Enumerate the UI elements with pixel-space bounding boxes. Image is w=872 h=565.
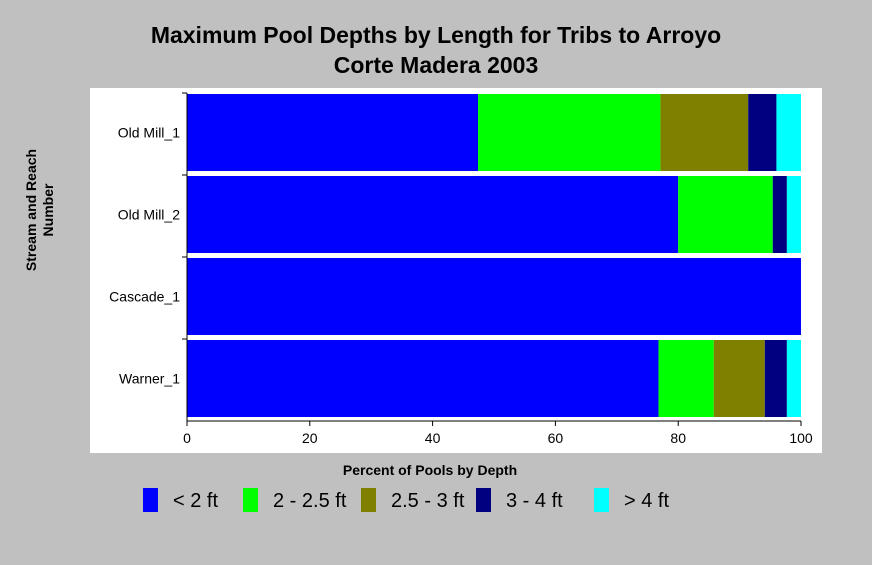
legend-swatch [143, 488, 158, 512]
bar-segment-warner-1-series-2 [658, 340, 714, 417]
bar-segment-old-mill-1-series-1 [187, 94, 479, 171]
chart-title-line-1: Maximum Pool Depths by Length for Tribs … [150, 22, 722, 48]
x-tick-label: 0 [183, 430, 191, 446]
y-axis-label: Stream and Reach Number [23, 149, 56, 271]
legend-label: > 4 ft [624, 490, 670, 512]
y-tick-label: Cascade_1 [109, 289, 180, 305]
bar-segment-warner-1-series-3 [713, 340, 765, 417]
legend: < 2 ft 2 - 2.5 ft 2.5 - 3 ft 3 - 4 ft > 4 ft [0, 486, 872, 556]
x-axis-label: Percent of Pools by Depth [342, 462, 518, 478]
chart-title-line-2: Corte Madera 2003 [333, 52, 539, 78]
y-axis-label-line-2: Number [40, 183, 56, 236]
bar-segment-warner-1-series-4 [764, 340, 787, 417]
x-tick-label: 40 [425, 430, 441, 446]
legend-swatch [594, 488, 609, 512]
legend-swatch [476, 488, 491, 512]
y-tick-label: Old Mill_1 [118, 125, 180, 141]
legend-label: < 2 ft [173, 490, 219, 512]
bar-segment-old-mill-1-series-4 [748, 94, 777, 171]
bar-segment-cascade-1-series-1 [187, 258, 801, 335]
x-tick-label: 60 [548, 430, 564, 446]
bar-segment-old-mill-1-series-2 [478, 94, 661, 171]
legend-label: 3 - 4 ft [506, 490, 563, 512]
y-axis-label-line-1: Stream and Reach [23, 149, 39, 271]
bar-segment-old-mill-1-series-3 [660, 94, 749, 171]
legend-label: 2 - 2.5 ft [273, 490, 347, 512]
x-tick-label: 80 [670, 430, 686, 446]
bar-segment-warner-1-series-5 [786, 340, 801, 417]
bar-segment-old-mill-2-series-5 [786, 176, 801, 253]
x-tick-label: 100 [789, 430, 813, 446]
y-tick-label: Warner_1 [119, 371, 180, 387]
bar-segment-old-mill-2-series-1 [187, 176, 679, 253]
bar-segment-old-mill-2-series-2 [678, 176, 773, 253]
x-tick-label: 20 [302, 430, 318, 446]
bar-segment-warner-1-series-1 [187, 340, 659, 417]
bar-segment-old-mill-1-series-5 [776, 94, 801, 171]
legend-label: 2.5 - 3 ft [391, 490, 465, 512]
legend-swatch [243, 488, 258, 512]
bar-segment-old-mill-2-series-4 [772, 176, 787, 253]
legend-swatch [361, 488, 376, 512]
y-tick-label: Old Mill_2 [118, 207, 180, 223]
